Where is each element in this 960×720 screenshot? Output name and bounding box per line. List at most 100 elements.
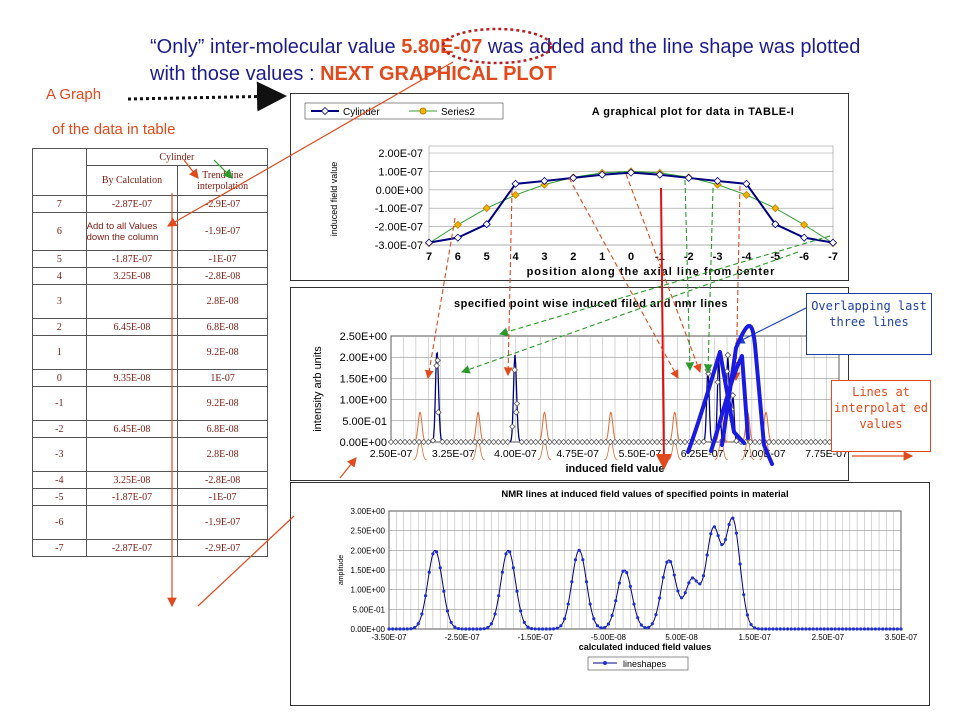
chart-3-point (782, 627, 786, 631)
chart-2-point (597, 438, 605, 446)
table-col-header-trend: Trend line interpolation (177, 165, 268, 196)
chart-3-point (701, 574, 706, 578)
chart-3-point (709, 532, 713, 536)
chart-2-point (602, 438, 609, 446)
table-note: Add to all Values down the column (85, 212, 179, 251)
chart-3-point (829, 627, 834, 631)
chart-3-point (800, 627, 804, 631)
chart-1-legend-label-series2: Series2 (441, 107, 475, 118)
chart-1-y-tick-label: -3.00E-07 (375, 240, 423, 252)
chart-1-x-tick-label: -5 (770, 251, 780, 263)
chart-3-y-tick-label: 1.50E+00 (351, 566, 386, 575)
chart-3-point (504, 552, 508, 556)
chart-1-title: A graphical plot for data in TABLE-I (592, 106, 795, 118)
chart-3-point (497, 594, 501, 598)
chart-2-point (677, 438, 684, 446)
chart-2-x-tick-label: 4.75E-07 (556, 448, 599, 460)
chart-2-point (817, 438, 824, 446)
chart-3-point (460, 627, 464, 631)
chart-2-y-tick-label: 1.00E+00 (340, 395, 387, 407)
chart-1-y-axis-label: induced field value (329, 162, 339, 237)
chart-3-point (456, 626, 461, 631)
table-row: -7 -2.87E-07 -2.9E-07 (32, 539, 268, 557)
chart-1-cylinder-point (742, 179, 751, 188)
chart-3-point (482, 627, 486, 631)
panel-link-arrow (197, 515, 295, 607)
chart-1-x-tick-label: 2 (570, 251, 576, 263)
chart-2-point (621, 438, 628, 446)
chart-2-point (798, 438, 805, 446)
chart-2-x-axis-label: induced field value (565, 463, 664, 475)
chart-3-point (405, 627, 409, 631)
chart-2-point (481, 438, 488, 446)
chart-3-point (855, 627, 859, 631)
chart-3-point (442, 589, 446, 593)
table-cell-position: -6 (32, 505, 87, 540)
chart-2-point (770, 438, 777, 446)
chart-3-point (789, 627, 793, 631)
chart-3-point (760, 627, 764, 631)
chart-2-point (644, 438, 651, 446)
chart-2-point (588, 438, 595, 446)
chart-3-legend-box (587, 656, 689, 671)
chart-3-point (391, 627, 395, 631)
chart-2-point (411, 438, 418, 446)
chart-2-x-tick-label: 7.00E-07 (743, 448, 786, 460)
chart-3-point (603, 625, 607, 630)
chart-2-point (733, 437, 740, 445)
chart-3-point (387, 627, 391, 631)
chart-2-point (485, 438, 493, 446)
chart-3-point (818, 627, 823, 631)
chart-1-x-tick-label: 5 (484, 251, 490, 263)
overlap-arrow (734, 307, 807, 344)
chart-2-point (397, 438, 404, 446)
chart-3-point (486, 625, 490, 630)
chart-3-y-axis-label: amplitude (338, 555, 345, 585)
chart-3-x-tick-label: 1.50E-07 (738, 633, 771, 642)
table-row: 1 9.2E-08 (32, 335, 268, 370)
chart-1-x-tick-label: 3 (541, 251, 547, 263)
map-arrow-6 (460, 251, 799, 374)
chart-1-legend-box (304, 102, 504, 120)
chart-3-point (526, 625, 530, 629)
chart-3-point (844, 627, 848, 631)
map-arrow-1 (424, 217, 456, 380)
chart-3-point (420, 612, 424, 616)
chart-3-y-tick-label: 3.00E+00 (351, 507, 386, 516)
chart-3-point (515, 589, 519, 593)
chart-2-point (667, 438, 675, 446)
map-arrow-7 (498, 235, 831, 337)
chart-1-cylinder-point (569, 173, 578, 182)
chart-3-point (822, 627, 826, 631)
table-cell-trend: -2.9E-07 (177, 539, 268, 557)
chart-panel-3: 0.00E+00 5.00E-01 1.00E+00 1.50E+00 2.00E+00… (290, 482, 930, 706)
chart-3-point (888, 627, 892, 631)
chart-1-cylinder-point (598, 170, 607, 179)
overlap-line-3 (720, 323, 774, 466)
chart-3-point (588, 602, 592, 606)
chart-3-y-tick-label: 2.00E+00 (351, 546, 386, 555)
chart-3-point (493, 612, 497, 616)
chart-3-point (771, 627, 775, 631)
chart-3-point (416, 622, 420, 626)
chart-3-x-tick-label: 5.00E-08 (665, 633, 698, 642)
chart-2-point (714, 378, 721, 386)
chart-2-point (747, 438, 754, 446)
chart-1-cylinder-point (540, 176, 549, 186)
chart-3-point (475, 627, 479, 631)
chart-3-point (723, 537, 728, 542)
chart-3-point (541, 627, 545, 631)
table-cell-calc (85, 386, 179, 421)
chart-3-point (592, 617, 596, 621)
chart-3-point (650, 622, 654, 626)
chart-1-x-tick-label: -6 (799, 251, 809, 263)
chart-3-point (764, 627, 768, 631)
chart-2-point (812, 438, 819, 446)
chart-3-point (445, 609, 450, 613)
chart-1-cylinder-point (655, 170, 664, 179)
chart-2-point (793, 438, 801, 446)
chart-2-point (723, 368, 731, 375)
chart-3-legend-label: lineshapes (623, 659, 667, 669)
chart-3-point (413, 625, 417, 630)
table-row: -6 -1.9E-07 (32, 505, 268, 540)
